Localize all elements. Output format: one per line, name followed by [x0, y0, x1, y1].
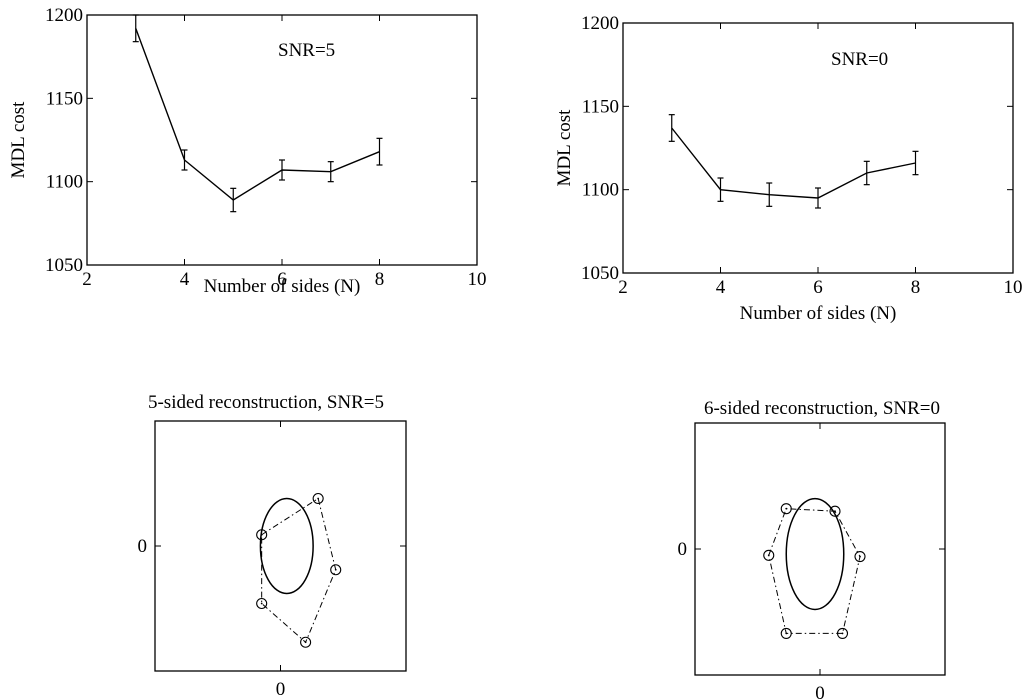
p2-xtick-label: 4: [716, 277, 726, 298]
p3-reconstructed-polygon: [261, 497, 337, 644]
p4-xtick-label: 0: [815, 683, 825, 700]
panel-1-xlabel: Number of sides (N): [204, 276, 361, 297]
p1-xtick-label: 8: [375, 269, 385, 290]
p4-vertex-dot: [785, 632, 788, 635]
p4-ytick-label: 0: [678, 539, 688, 560]
p3-vertex-marker: [256, 529, 268, 541]
p1-xtick-label: 6: [277, 269, 287, 290]
panel-1-marks: [132, 14, 383, 213]
panel-3: 5-sided reconstruction, SNR=5 00: [138, 392, 407, 700]
panel-2-frame: [622, 22, 1014, 274]
panel-2-ticks: 2 4 6 8 10 1050 1100 1150 1200: [581, 13, 1023, 298]
p2-ytick-label: 1050: [581, 263, 619, 284]
p2-xtick-label: 8: [911, 277, 921, 298]
p4-vertex-marker: [780, 503, 792, 515]
panel-4-title: 6-sided reconstruction, SNR=0: [704, 398, 940, 419]
p3-xtick-label: 0: [276, 679, 286, 700]
p3-ytick-label: 0: [138, 536, 148, 557]
p4-vertex-marker: [780, 627, 792, 639]
panel-1-ticks: 2 4 6 8 10 1050 1100 1150 1200: [45, 5, 487, 290]
p2-series-line: [671, 127, 916, 199]
p1-xtick-label: 2: [82, 269, 92, 290]
p4-vertex-dot: [767, 554, 770, 557]
panel-2: SNR=0 Number of sides (N) MDL cost 2 4 6 8 1…: [554, 13, 1023, 324]
p4-vertex-marker: [836, 627, 849, 639]
p2-xtick-label: 6: [813, 277, 823, 298]
p4-vertex-dot: [834, 510, 836, 513]
p1-ytick-label: 1200: [45, 5, 83, 26]
panel-2-ylabel: MDL cost: [554, 109, 575, 187]
panel-1: SNR=5 Number of sides (N) MDL cost 2 4 6 8 1…: [8, 5, 487, 297]
p1-xtick-label: 4: [180, 269, 190, 290]
p3-vertex-dot: [304, 641, 307, 644]
p3-true-ellipse: [259, 497, 314, 595]
p1-xtick-label: 10: [468, 269, 487, 290]
p2-ytick-label: 1200: [581, 13, 619, 34]
panel-4: 6-sided reconstruction, SNR=0 00: [678, 398, 946, 700]
p4-vertex-dot: [841, 632, 844, 635]
p1-ytick-label: 1150: [46, 88, 83, 109]
p3-vertex-dot: [334, 568, 337, 571]
panel-2-xlabel: Number of sides (N): [740, 303, 897, 324]
p1-series-line: [135, 28, 380, 201]
p4-vertex-marker: [829, 505, 841, 517]
p3-vertex-marker: [300, 636, 312, 648]
p2-xtick-label: 2: [618, 277, 628, 298]
panel-1-ylabel: MDL cost: [8, 101, 29, 179]
panel-4-marks: [763, 497, 866, 639]
p3-vertex-dot: [317, 497, 320, 500]
panel-2-annotation: SNR=0: [831, 49, 888, 70]
p2-xtick-label: 10: [1004, 277, 1023, 298]
panel-4-frame: [694, 422, 946, 676]
p3-vertex-dot: [260, 533, 263, 536]
panel-3-marks: [256, 492, 342, 648]
panel-4-ticks: 00: [678, 423, 945, 700]
p4-vertex-marker: [763, 549, 775, 561]
p1-ytick-label: 1100: [46, 172, 83, 193]
p4-reconstructed-polygon: [768, 508, 861, 634]
p2-ytick-label: 1150: [582, 96, 619, 117]
p1-ytick-label: 1050: [45, 255, 83, 276]
p4-vertex-dot: [785, 507, 788, 510]
p3-vertex-marker: [312, 492, 324, 505]
p3-vertex-dot: [260, 602, 263, 605]
p4-vertex-marker: [854, 551, 866, 563]
p3-vertex-marker: [256, 597, 268, 610]
p4-true-ellipse: [785, 497, 845, 611]
p2-ytick-label: 1100: [582, 180, 619, 201]
panel-3-ticks: 00: [138, 421, 406, 700]
panel-3-frame: [154, 420, 407, 672]
panel-2-marks: [668, 114, 919, 209]
p4-vertex-dot: [859, 555, 861, 558]
panel-1-annotation: SNR=5: [278, 40, 335, 61]
panel-3-title: 5-sided reconstruction, SNR=5: [148, 392, 384, 413]
p3-vertex-marker: [330, 564, 342, 576]
